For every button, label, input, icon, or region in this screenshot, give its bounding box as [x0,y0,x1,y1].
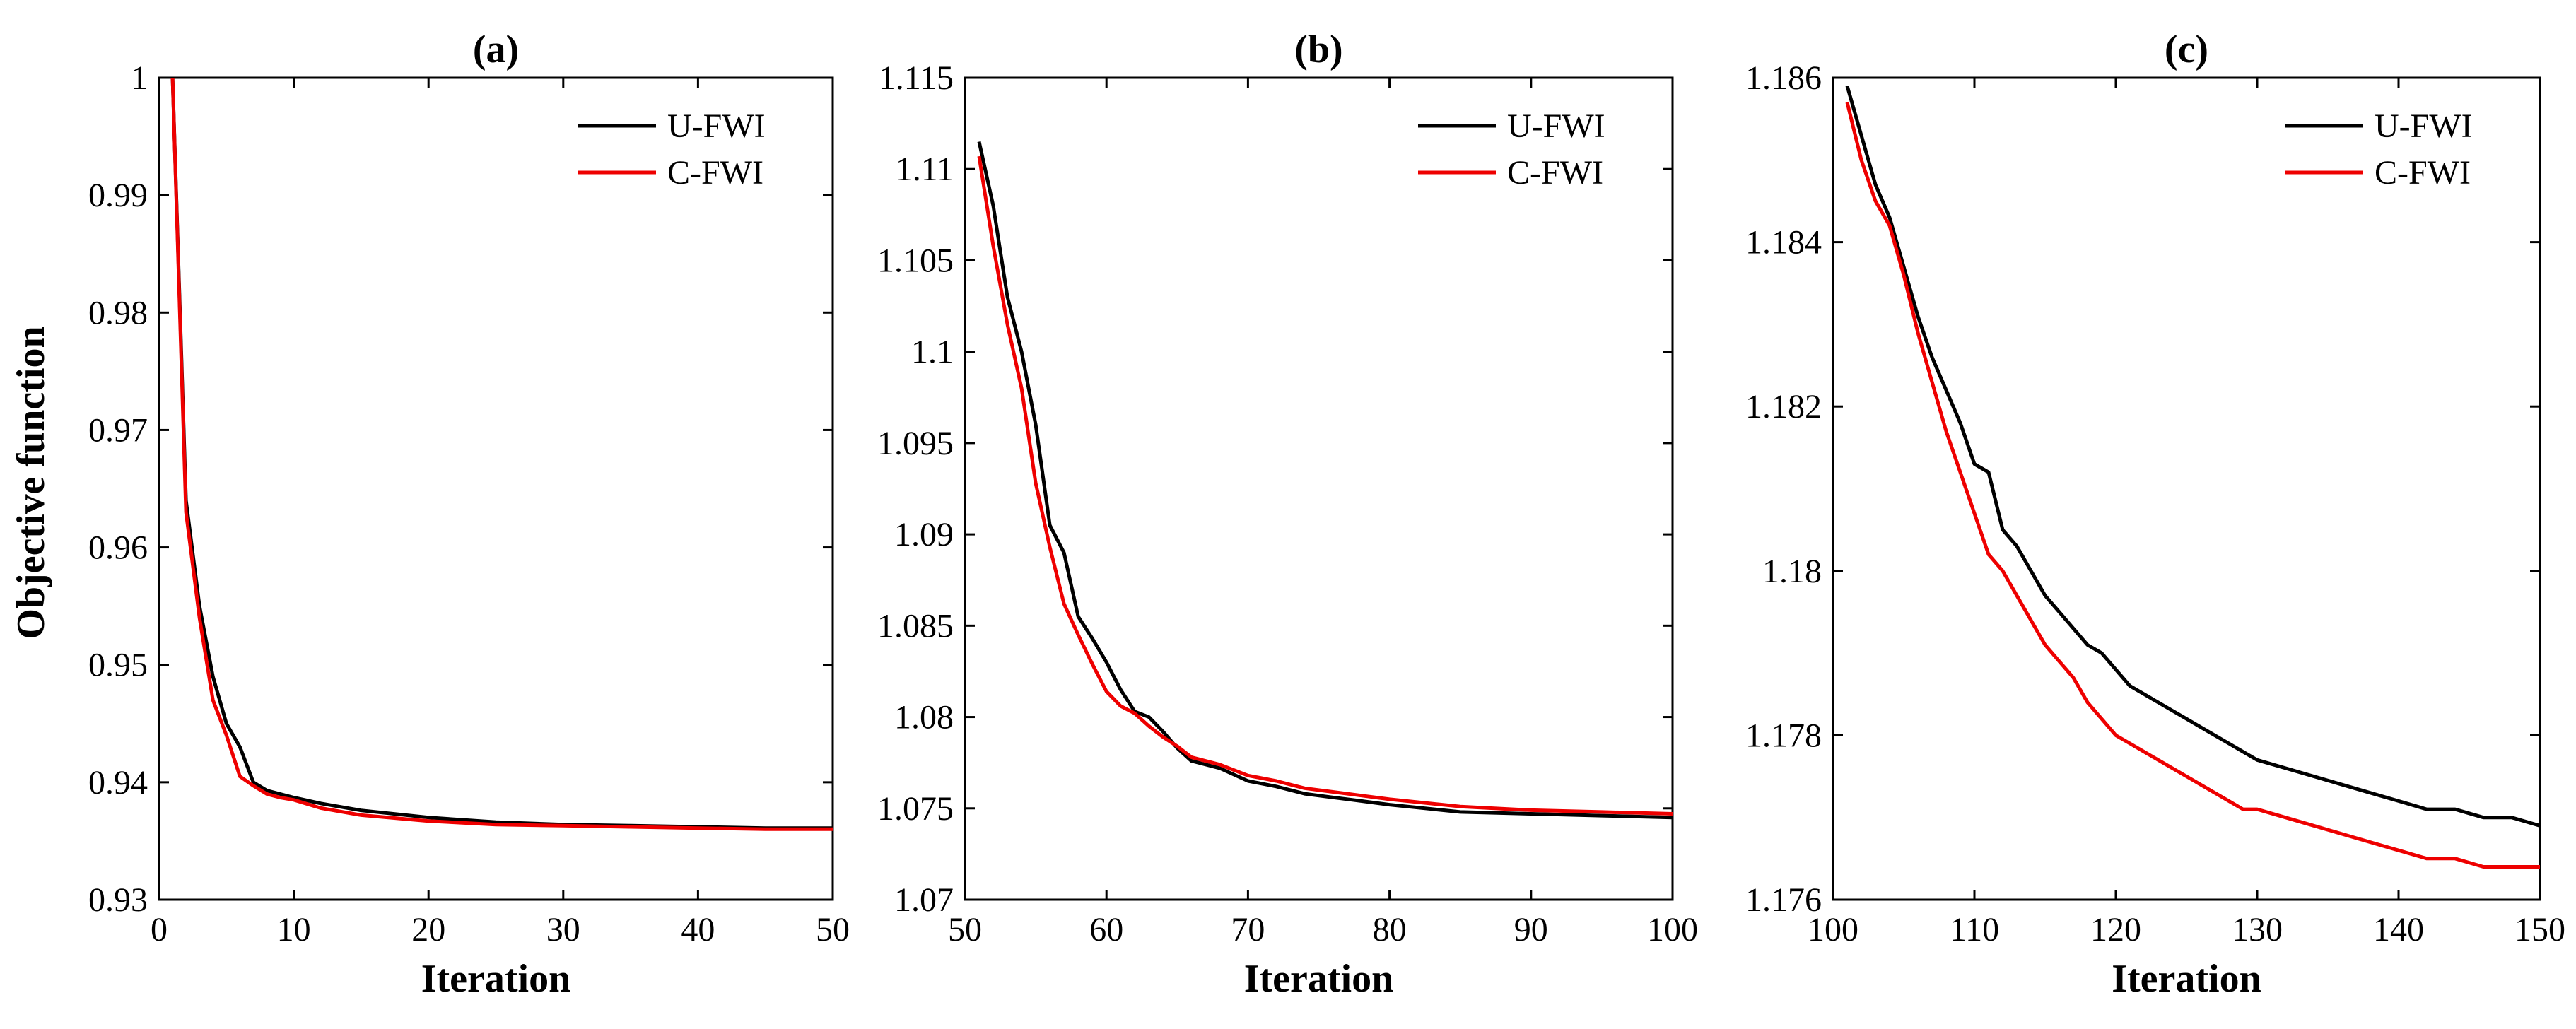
x-tick-label: 70 [1231,911,1265,948]
y-axis-label: Objective function [9,326,53,639]
x-tick-label: 80 [1373,911,1407,948]
y-tick-label: 1.075 [877,790,954,828]
chart-title: (b) [1294,28,1342,71]
legend: U-FWI C-FWI [1418,107,1605,192]
series-group [170,78,833,831]
x-tick-label: 60 [1089,911,1123,948]
series-group [1845,85,2540,869]
series-group [977,141,1673,820]
axes-box [1832,76,2541,901]
y-tick-label: 1.115 [879,59,954,97]
x-tick-label: 100 [1808,911,1858,948]
y-tick-label: 1.07 [894,881,954,919]
chart-panel-a: 0 10 20 30 40 50 0.93 0.94 0.95 0.96 0.97 0.98 0.99 1… [88,28,850,1001]
y-tick-label: 1.178 [1745,717,1822,754]
legend: U-FWI C-FWI [578,107,766,192]
x-tick-label: 90 [1514,911,1548,948]
y-tick-label: 1.176 [1745,881,1822,919]
y-tick-label: 1.09 [894,516,954,553]
legend-label: C-FWI [2375,154,2471,192]
y-tick-label: 1.186 [1745,59,1822,97]
x-tick-label: 150 [2514,911,2565,948]
chart-title: (c) [2165,28,2208,71]
y-tick-label: 1.095 [877,425,954,462]
axes-box [158,76,834,901]
y-tick-label: 1 [131,59,148,97]
legend: U-FWI C-FWI [2285,107,2473,192]
series-line-c-fwi [1845,102,2540,869]
x-tick-label: 100 [1647,911,1698,948]
x-axis-label: Iteration [2112,957,2261,1001]
y-tick-label: 0.93 [88,881,148,919]
x-tick-label: 40 [681,911,715,948]
y-tick-label: 1.184 [1745,224,1822,261]
y-tick-label: 0.96 [88,529,148,567]
y-tick-label: 1.11 [896,151,954,188]
y-tick-label: 0.97 [88,411,148,449]
x-tick-label: 120 [2090,911,2141,948]
legend-label: U-FWI [2375,107,2473,145]
chart-title: (a) [473,28,519,71]
y-tick-label: 0.99 [88,177,148,214]
axes-box [964,76,1674,901]
legend-label: U-FWI [1507,107,1605,145]
y-tick-label: 1.08 [894,699,954,736]
series-line-c-fwi [977,155,1673,816]
series-line-u-fwi [1845,85,2540,828]
x-tick-label: 0 [151,911,168,948]
y-tick-label: 0.98 [88,294,148,331]
legend-label: C-FWI [667,154,763,192]
y-tick-label: 1.182 [1745,388,1822,425]
x-tick-label: 50 [816,911,850,948]
y-tick-label: 0.95 [88,647,148,684]
legend-label: C-FWI [1507,154,1603,192]
series-line-c-fwi [170,78,833,831]
x-tick-label: 10 [277,911,311,948]
x-axis-label: Iteration [421,957,571,1001]
x-axis-label: Iteration [1244,957,1394,1001]
chart-panel-c: 100 110 120 130 140 150 1.176 1.178 1.18 1.182 1.1… [1745,28,2565,1001]
x-tick-label: 30 [546,911,580,948]
y-tick-label: 0.94 [88,764,148,801]
y-tick-label: 1.085 [877,607,954,645]
y-tick-label: 1.18 [1762,553,1822,590]
y-tick-label: 1.105 [877,242,954,279]
series-line-u-fwi [977,141,1673,820]
x-tick-label: 110 [1950,911,1999,948]
x-tick-label: 140 [2373,911,2424,948]
x-tick-label: 20 [411,911,445,948]
x-tick-label: 50 [948,911,982,948]
y-tick-label: 1.1 [911,334,954,371]
x-tick-label: 130 [2232,911,2283,948]
chart-panel-b: 50 60 70 80 90 100 1.07 1.075 1.08 1.085 1.09 1.095… [877,28,1698,1001]
legend-label: U-FWI [667,107,766,145]
